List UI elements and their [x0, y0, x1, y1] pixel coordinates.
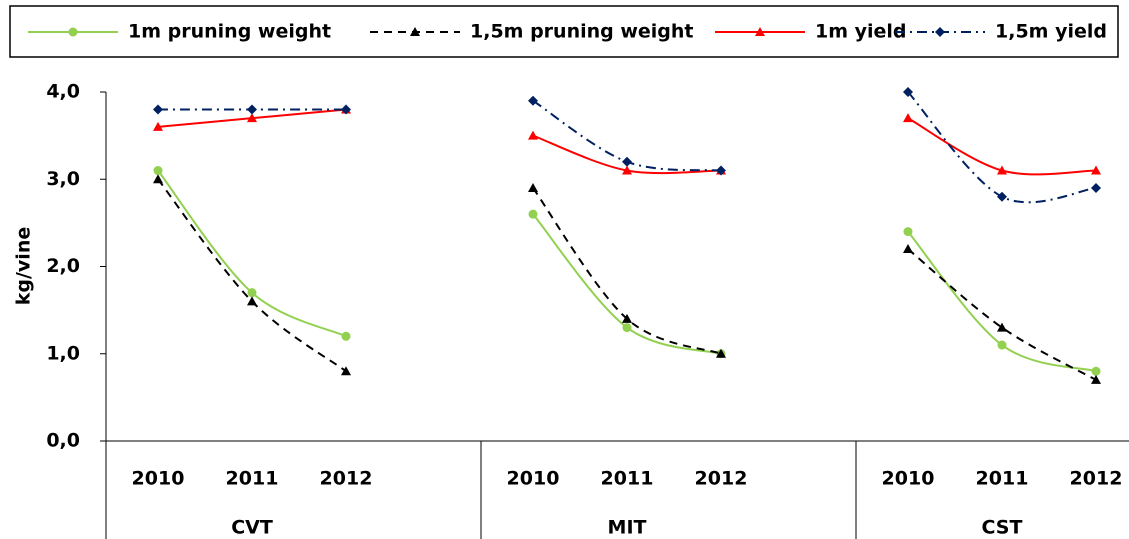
marker: [716, 348, 726, 358]
marker: [903, 87, 913, 97]
marker: [153, 166, 163, 176]
group-label: MIT: [608, 517, 647, 539]
marker: [1091, 374, 1101, 384]
x-tick-label: 2011: [226, 468, 279, 490]
legend-box: [9, 5, 1119, 58]
legend-label: 1,5m pruning weight: [470, 21, 694, 43]
group-label: CST: [982, 517, 1023, 539]
marker: [247, 113, 257, 123]
marker: [341, 366, 351, 376]
marker: [153, 104, 163, 115]
marker: [247, 296, 257, 306]
series-line: [532, 213, 722, 355]
x-tick-label: 2012: [1070, 468, 1123, 490]
marker: [903, 227, 913, 237]
x-tick-label: 2010: [132, 468, 185, 490]
series-line: [907, 230, 1097, 373]
y-axis-label: kg/vine: [13, 227, 35, 306]
marker: [341, 331, 351, 341]
x-tick-label: 2010: [882, 468, 935, 490]
group-label: CVT: [231, 517, 273, 539]
legend-label: 1m yield: [815, 21, 907, 43]
marker: [997, 165, 1007, 175]
marker: [153, 174, 163, 184]
marker: [622, 323, 632, 333]
series-line: [157, 169, 347, 338]
marker: [997, 191, 1007, 202]
marker: [903, 113, 913, 123]
y-tick-label: 1,0: [46, 342, 80, 364]
x-tick-label: 2012: [320, 468, 373, 490]
marker: [716, 165, 726, 176]
y-tick-label: 3,0: [46, 168, 80, 190]
series-line: [157, 178, 347, 373]
marker: [247, 104, 257, 115]
marker: [622, 156, 632, 167]
legend-marker: [935, 27, 945, 37]
legend-marker: [755, 27, 765, 36]
x-tick-label: 2011: [601, 468, 654, 490]
marker: [622, 313, 632, 323]
marker: [528, 95, 538, 106]
x-tick-label: 2012: [695, 468, 748, 490]
legend-label: 1m pruning weight: [128, 21, 331, 43]
marker: [1091, 182, 1101, 193]
marker: [1091, 366, 1101, 376]
series-line: [907, 91, 1097, 204]
x-tick-label: 2011: [976, 468, 1029, 490]
marker: [622, 165, 632, 175]
legend-marker: [410, 27, 420, 36]
y-tick-label: 4,0: [46, 81, 80, 103]
marker: [1091, 165, 1101, 175]
y-tick-label: 2,0: [46, 255, 80, 277]
marker: [903, 244, 913, 254]
marker: [528, 209, 538, 219]
marker: [528, 182, 538, 192]
legend-marker: [68, 27, 78, 37]
marker: [997, 322, 1007, 332]
marker: [341, 104, 351, 115]
marker: [247, 288, 257, 298]
marker: [153, 121, 163, 131]
legend-label: 1,5m yield: [995, 21, 1107, 43]
marker: [528, 130, 538, 140]
marker: [997, 340, 1007, 350]
y-tick-label: 0,0: [46, 430, 80, 452]
x-tick-label: 2010: [507, 468, 560, 490]
